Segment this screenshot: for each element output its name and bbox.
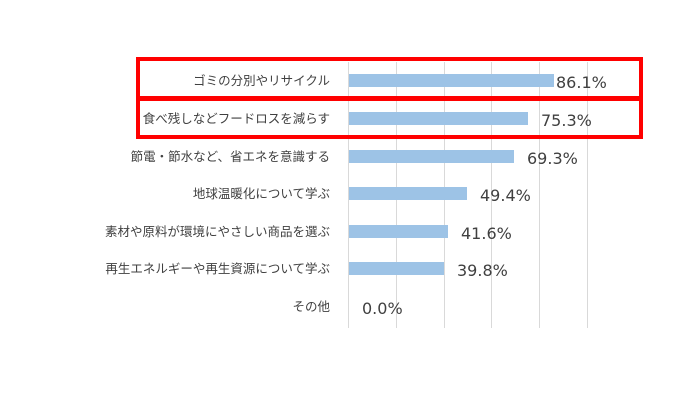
- value-label: 49.4%: [480, 186, 531, 205]
- bar-row: 食べ残しなどフードロスを減らす 75.3%: [0, 104, 700, 134]
- bar: [349, 112, 528, 125]
- category-label: ゴミの分別やリサイクル: [193, 73, 330, 88]
- gridline-60: [491, 62, 492, 328]
- value-label: 86.1%: [556, 73, 607, 92]
- bar: [349, 150, 514, 163]
- category-label: 節電・節水など、省エネを意識する: [130, 149, 330, 164]
- highlight-box-recycling: [136, 57, 643, 100]
- value-label: 75.3%: [541, 111, 592, 130]
- gridline-80: [539, 62, 540, 328]
- bar: [349, 262, 444, 275]
- category-label: 食べ残しなどフードロスを減らす: [142, 111, 330, 126]
- category-label: 素材や原料が環境にやさしい商品を選ぶ: [104, 224, 330, 239]
- value-label: 69.3%: [527, 149, 578, 168]
- bar-row: 節電・節水など、省エネを意識する 69.3%: [0, 142, 700, 172]
- bar: [349, 74, 554, 87]
- value-label: 41.6%: [461, 224, 512, 243]
- y-axis-line: [348, 62, 349, 328]
- bar: [349, 187, 467, 200]
- category-label: 地球温暖化について学ぶ: [192, 186, 330, 201]
- bar-row: その他 0.0%: [0, 292, 700, 322]
- value-label: 39.8%: [457, 261, 508, 280]
- value-label: 0.0%: [362, 299, 403, 318]
- highlight-box-food-loss: [136, 97, 643, 139]
- bar: [349, 225, 448, 238]
- category-label: その他: [292, 299, 330, 314]
- category-label: 再生エネルギーや再生資源について学ぶ: [105, 261, 330, 276]
- bar-row: 地球温暖化について学ぶ 49.4%: [0, 179, 700, 209]
- gridline-100: [587, 62, 588, 328]
- bar-row: ゴミの分別やリサイクル 86.1%: [0, 66, 700, 96]
- bar-row: 再生エネルギーや再生資源について学ぶ 39.8%: [0, 254, 700, 284]
- bar-row: 素材や原料が環境にやさしい商品を選ぶ 41.6%: [0, 217, 700, 247]
